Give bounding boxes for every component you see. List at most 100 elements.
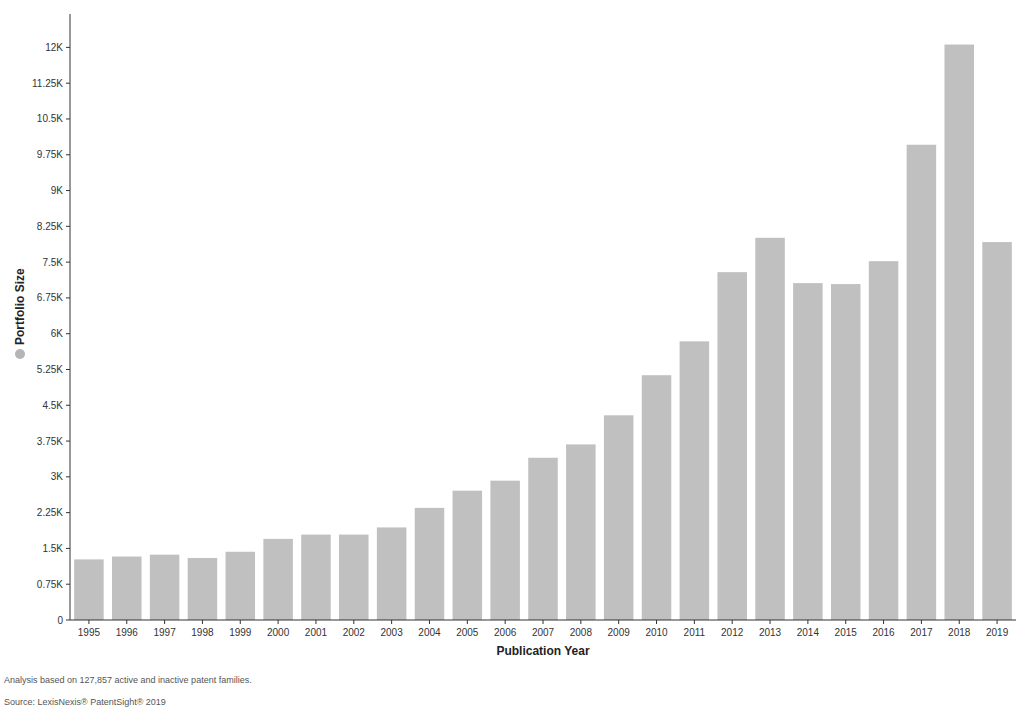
y-tick — [66, 190, 70, 191]
bar — [188, 558, 218, 620]
x-tick-label: 2000 — [267, 627, 290, 638]
bar — [680, 341, 710, 620]
x-tick — [883, 620, 884, 624]
x-tick-label: 1995 — [78, 627, 101, 638]
x-tick-label: 2004 — [418, 627, 441, 638]
y-tick — [66, 405, 70, 406]
bar — [301, 535, 331, 620]
bar — [377, 527, 407, 620]
x-tick-label: 2016 — [872, 627, 895, 638]
bar — [717, 272, 747, 620]
bar — [528, 458, 558, 620]
y-tick — [66, 369, 70, 370]
bar — [907, 145, 937, 620]
x-tick — [164, 620, 165, 624]
y-tick — [66, 620, 70, 621]
footnote: Analysis based on 127,857 active and ina… — [4, 675, 252, 685]
bar — [831, 284, 861, 620]
y-tick — [66, 83, 70, 84]
x-tick — [391, 620, 392, 624]
x-tick — [580, 620, 581, 624]
x-tick — [770, 620, 771, 624]
x-tick-label: 2007 — [532, 627, 555, 638]
bar — [566, 444, 596, 620]
x-tick — [921, 620, 922, 624]
x-tick — [88, 620, 89, 624]
x-tick — [959, 620, 960, 624]
y-tick-label: 0.75K — [37, 579, 63, 590]
y-tick — [66, 226, 70, 227]
x-tick-label: 2018 — [948, 627, 971, 638]
y-tick — [66, 333, 70, 334]
x-tick-label: 2003 — [381, 627, 404, 638]
y-tick — [66, 584, 70, 585]
y-tick — [66, 297, 70, 298]
y-tick — [66, 262, 70, 263]
y-tick-label: 8.25K — [37, 221, 63, 232]
x-tick — [315, 620, 316, 624]
x-tick — [353, 620, 354, 624]
y-tick-label: 2.25K — [37, 507, 63, 518]
x-tick-label: 2019 — [986, 627, 1009, 638]
y-tick — [66, 154, 70, 155]
x-tick — [240, 620, 241, 624]
y-axis-title-marker — [15, 349, 25, 359]
bar — [226, 552, 256, 620]
y-tick-label: 12K — [45, 42, 63, 53]
y-tick-label: 6.75K — [37, 292, 63, 303]
bars — [74, 45, 1012, 620]
bar — [604, 415, 634, 620]
y-tick-label: 9.75K — [37, 149, 63, 160]
footnote: Source: LexisNexis® PatentSight® 2019 — [4, 697, 166, 707]
x-tick-label: 1997 — [153, 627, 176, 638]
y-tick — [66, 118, 70, 119]
x-tick — [278, 620, 279, 624]
bar — [339, 535, 369, 620]
x-tick-label: 2014 — [797, 627, 820, 638]
x-tick-label: 2017 — [910, 627, 933, 638]
x-tick-label: 2010 — [645, 627, 668, 638]
x-tick — [656, 620, 657, 624]
x-tick-label: 2009 — [608, 627, 631, 638]
y-axis-title: Portfolio Size — [13, 268, 27, 345]
y-tick — [66, 548, 70, 549]
x-tick-label: 1998 — [191, 627, 214, 638]
x-tick — [505, 620, 506, 624]
x-tick-label: 2012 — [721, 627, 744, 638]
bar — [982, 242, 1012, 620]
y-tick — [66, 441, 70, 442]
x-tick — [845, 620, 846, 624]
x-tick-label: 2015 — [835, 627, 858, 638]
y-tick-label: 7.5K — [42, 257, 63, 268]
y-axis-line — [70, 14, 71, 620]
bar — [453, 491, 483, 620]
x-axis-title: Publication Year — [496, 644, 589, 658]
bar — [112, 557, 142, 620]
x-tick — [618, 620, 619, 624]
x-tick — [429, 620, 430, 624]
y-tick-label: 4.5K — [42, 400, 63, 411]
bar — [755, 238, 785, 620]
y-tick-label: 11.25K — [32, 78, 63, 89]
y-tick-label: 6K — [51, 328, 64, 339]
x-tick-label: 2013 — [759, 627, 782, 638]
x-tick — [202, 620, 203, 624]
bar — [150, 555, 180, 620]
bar — [490, 481, 520, 620]
x-tick — [807, 620, 808, 624]
y-tick-label: 9K — [51, 185, 64, 196]
x-tick — [126, 620, 127, 624]
y-tick-label: 3K — [51, 471, 64, 482]
bar — [944, 45, 974, 620]
bar — [869, 261, 899, 620]
bar — [793, 283, 823, 620]
x-tick-label: 1999 — [229, 627, 252, 638]
x-tick-label: 2005 — [456, 627, 479, 638]
y-tick-label: 0 — [57, 615, 63, 626]
x-tick — [732, 620, 733, 624]
x-tick-label: 2002 — [343, 627, 366, 638]
y-tick — [66, 47, 70, 48]
x-tick-label: 1996 — [116, 627, 139, 638]
x-tick-label: 2001 — [305, 627, 328, 638]
y-tick-label: 1.5K — [42, 543, 63, 554]
